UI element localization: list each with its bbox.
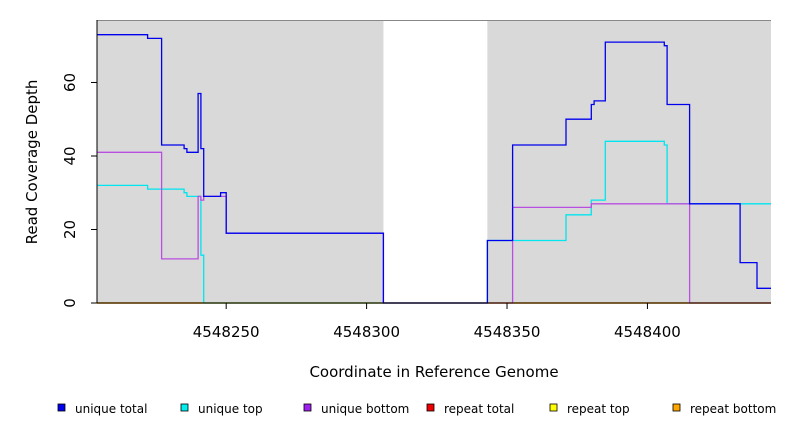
legend-item-unique-bottom: unique bottom (303, 402, 409, 416)
plot-background (97, 20, 771, 303)
covered-region-2 (487, 20, 771, 303)
legend-label: unique total (75, 402, 147, 416)
legend-label: repeat bottom (690, 402, 776, 416)
legend-label: repeat total (444, 402, 514, 416)
x-axis-title: Coordinate in Reference Genome (309, 363, 558, 381)
x-tick-label: 4548250 (193, 323, 260, 341)
legend-item-repeat-top: repeat top (549, 402, 630, 416)
legend-swatch (672, 403, 681, 412)
y-axis-title: Read Coverage Depth (23, 80, 41, 245)
legend-item-repeat-bottom: repeat bottom (672, 402, 776, 416)
axes: 0 20 40 60 4548250 4548300 4548350 4548400 (61, 20, 771, 341)
legend-swatch (180, 403, 189, 412)
legend-swatch (57, 403, 66, 412)
legend: unique total unique top unique bottom repea… (57, 402, 776, 416)
x-tick-label: 4548350 (474, 323, 541, 341)
legend-label: repeat top (567, 402, 630, 416)
legend-swatch (549, 403, 558, 412)
legend-item-repeat-total: repeat total (426, 402, 514, 416)
legend-item-unique-total: unique total (57, 402, 147, 416)
y-tick-label: 40 (61, 146, 79, 165)
legend-item-unique-top: unique top (180, 402, 263, 416)
y-tick-label: 0 (61, 298, 79, 308)
series-line-unique-total (97, 34, 771, 304)
legend-label: unique top (198, 402, 263, 416)
legend-swatch (426, 403, 435, 412)
legend-label: unique bottom (321, 402, 409, 416)
y-tick-label: 60 (61, 73, 79, 92)
legend-swatch (303, 403, 312, 412)
covered-region-1 (97, 20, 384, 303)
x-tick-label: 4548400 (614, 323, 681, 341)
x-tick-label: 4548300 (333, 323, 400, 341)
y-tick-label: 20 (61, 220, 79, 239)
